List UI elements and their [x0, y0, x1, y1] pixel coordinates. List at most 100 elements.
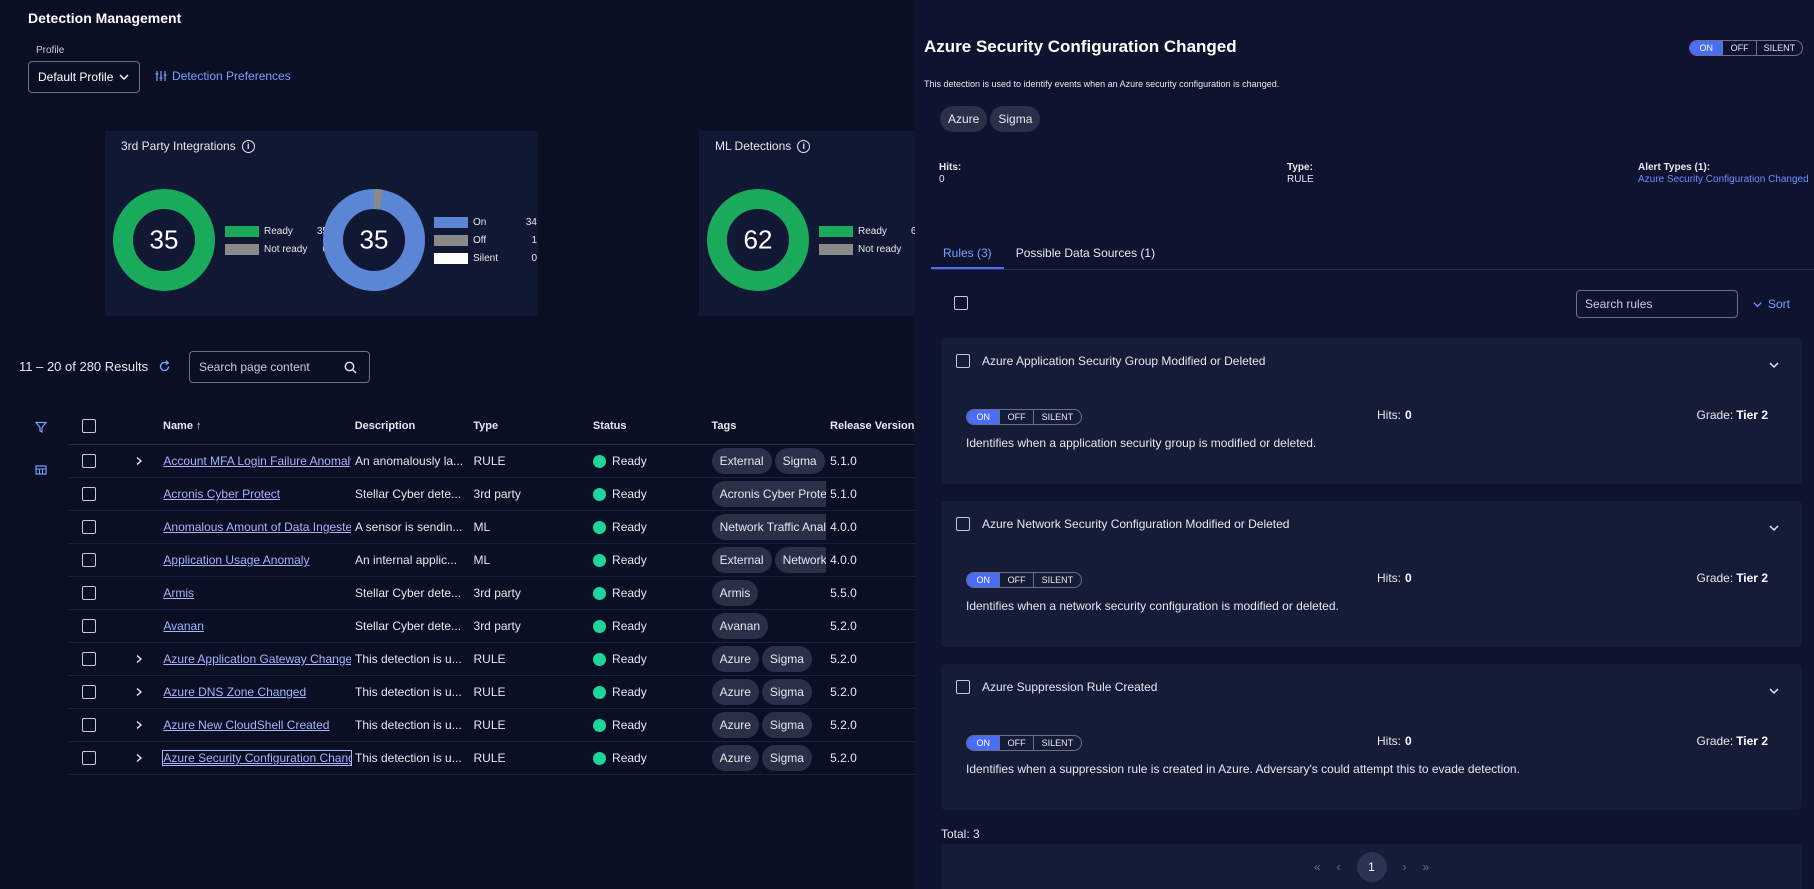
table-row[interactable]: Azure DNS Zone Changed This detection is…: [68, 676, 915, 709]
filter-icon[interactable]: [35, 421, 47, 433]
alert-type-link[interactable]: Azure Security Configuration Changed: [1638, 174, 1809, 185]
rule-state-toggle[interactable]: ON OFF SILENT: [966, 735, 1082, 751]
tag: Azure: [711, 646, 759, 672]
toggle-on[interactable]: ON: [967, 736, 1001, 750]
row-checkbox[interactable]: [82, 619, 96, 633]
toggle-silent[interactable]: SILENT: [1041, 738, 1074, 748]
row-checkbox[interactable]: [82, 685, 96, 699]
toggle-silent[interactable]: SILENT: [1041, 412, 1074, 422]
toggle-on[interactable]: ON: [1690, 41, 1724, 55]
header-tags[interactable]: Tags: [711, 419, 737, 432]
toggle-on[interactable]: ON: [967, 410, 1001, 424]
chevron-right-icon[interactable]: [134, 687, 144, 697]
row-checkbox[interactable]: [82, 553, 96, 567]
rule-checkbox[interactable]: [956, 680, 970, 694]
table-row[interactable]: Acronis Cyber Protect Stellar Cyber dete…: [68, 478, 915, 511]
select-all-checkbox[interactable]: [82, 418, 96, 433]
last-page-icon[interactable]: »: [1422, 859, 1430, 874]
toggle-off[interactable]: OFF: [1000, 573, 1034, 587]
rule-checkbox[interactable]: [956, 354, 970, 368]
detection-name-link[interactable]: Azure DNS Zone Changed: [163, 685, 307, 699]
row-checkbox[interactable]: [82, 487, 96, 501]
table-row[interactable]: Avanan Stellar Cyber dete... 3rd party R…: [68, 610, 915, 643]
alert-types-label: Alert Types (1):: [1638, 162, 1711, 173]
toggle-off[interactable]: OFF: [1723, 41, 1757, 55]
first-page-icon[interactable]: «: [1313, 859, 1321, 874]
panel-state-toggle[interactable]: ON OFF SILENT: [1689, 40, 1803, 56]
detection-name-link[interactable]: Armis: [163, 586, 195, 600]
prev-page-icon[interactable]: ‹: [1336, 859, 1341, 874]
detection-name-link[interactable]: Azure Security Configuration Changed: [163, 751, 351, 765]
rules-select-all-checkbox[interactable]: [954, 296, 968, 310]
chevron-down-icon[interactable]: [1768, 685, 1780, 697]
tab-data-sources[interactable]: Possible Data Sources (1): [1015, 246, 1156, 260]
row-checkbox[interactable]: [82, 718, 96, 732]
chevron-down-icon[interactable]: [1768, 359, 1780, 371]
header-name[interactable]: Name ↑: [163, 420, 351, 432]
header-release[interactable]: Release Version: [830, 419, 915, 432]
row-checkbox[interactable]: [82, 520, 96, 534]
toggle-silent[interactable]: SILENT: [1041, 575, 1074, 585]
readiness-donut-value: 35: [149, 224, 179, 255]
rules-search-input[interactable]: Search rules: [1576, 290, 1738, 318]
ml-donut-value: 62: [743, 224, 773, 255]
rule-state-toggle[interactable]: ON OFF SILENT: [966, 572, 1082, 588]
next-page-icon[interactable]: ›: [1402, 859, 1407, 874]
table-row[interactable]: Anomalous Amount of Data Ingested A sens…: [68, 511, 915, 544]
toggle-on[interactable]: ON: [967, 573, 1001, 587]
detection-preferences-link[interactable]: Detection Preferences: [155, 69, 291, 83]
row-select-cell: [68, 454, 101, 468]
row-status: Ready: [589, 454, 708, 468]
chevron-right-icon[interactable]: [134, 654, 144, 664]
table-row[interactable]: Azure Application Gateway Changed This d…: [68, 643, 915, 676]
page-search-input[interactable]: Search page content: [189, 351, 370, 383]
header-status[interactable]: Status: [592, 419, 627, 432]
detection-name-link[interactable]: Avanan: [163, 619, 204, 633]
header-description[interactable]: Description: [354, 419, 416, 432]
table-row[interactable]: Azure New CloudShell Created This detect…: [68, 709, 915, 742]
refresh-icon[interactable]: [158, 360, 171, 373]
row-description: An anomalously la...: [354, 454, 464, 468]
rule-hits-value: 0: [1405, 408, 1412, 422]
toggle-silent[interactable]: SILENT: [1763, 43, 1796, 53]
detection-name-link[interactable]: Application Usage Anomaly: [163, 553, 310, 567]
rule-checkbox[interactable]: [956, 517, 970, 531]
sort-button[interactable]: Sort: [1752, 297, 1790, 311]
row-checkbox[interactable]: [82, 652, 96, 666]
legend-label: Not ready: [264, 243, 308, 255]
table-row[interactable]: Account MFA Login Failure Anomaly An ano…: [68, 445, 915, 478]
chevron-right-icon[interactable]: [134, 753, 144, 763]
table-row[interactable]: Application Usage Anomaly An internal ap…: [68, 544, 915, 577]
chevron-right-icon[interactable]: [134, 456, 144, 466]
toggle-off[interactable]: OFF: [1000, 410, 1034, 424]
info-icon[interactable]: i: [797, 139, 811, 153]
status-dot-icon: [593, 685, 607, 699]
legend-label: On: [473, 216, 487, 228]
row-release: 5.2.0: [830, 718, 857, 732]
detection-name-link[interactable]: Azure New CloudShell Created: [163, 718, 330, 732]
detection-name-link[interactable]: Account MFA Login Failure Anomaly: [163, 454, 351, 468]
row-checkbox[interactable]: [82, 586, 96, 600]
status-dot-icon: [593, 520, 607, 534]
rule-title-row: Azure Suppression Rule Created: [956, 680, 1157, 694]
row-checkbox[interactable]: [82, 454, 96, 468]
rule-hits: Hits: 0: [1377, 408, 1412, 422]
columns-icon[interactable]: [35, 464, 47, 476]
toggle-off[interactable]: OFF: [1000, 736, 1034, 750]
status-dot-icon: [593, 751, 607, 765]
rule-state-toggle[interactable]: ON OFF SILENT: [966, 409, 1082, 425]
profile-select[interactable]: Default Profile: [28, 61, 140, 93]
chevron-down-icon[interactable]: [1768, 522, 1780, 534]
row-checkbox[interactable]: [82, 751, 96, 765]
detection-name-link[interactable]: Azure Application Gateway Changed: [163, 652, 351, 666]
tab-rules[interactable]: Rules (3): [931, 240, 1004, 269]
detection-name-link[interactable]: Anomalous Amount of Data Ingested: [163, 520, 351, 534]
integrations-card: 3rd Party Integrations i 35 Ready 35 Not…: [105, 131, 538, 316]
table-row[interactable]: Azure Security Configuration Changed Thi…: [68, 742, 915, 775]
header-type[interactable]: Type: [473, 419, 499, 432]
chevron-right-icon[interactable]: [134, 720, 144, 730]
info-icon[interactable]: i: [241, 139, 255, 153]
table-row[interactable]: Armis Stellar Cyber dete... 3rd party Re…: [68, 577, 915, 610]
detection-name-link[interactable]: Acronis Cyber Protect: [163, 487, 281, 501]
page-number[interactable]: 1: [1356, 851, 1387, 882]
